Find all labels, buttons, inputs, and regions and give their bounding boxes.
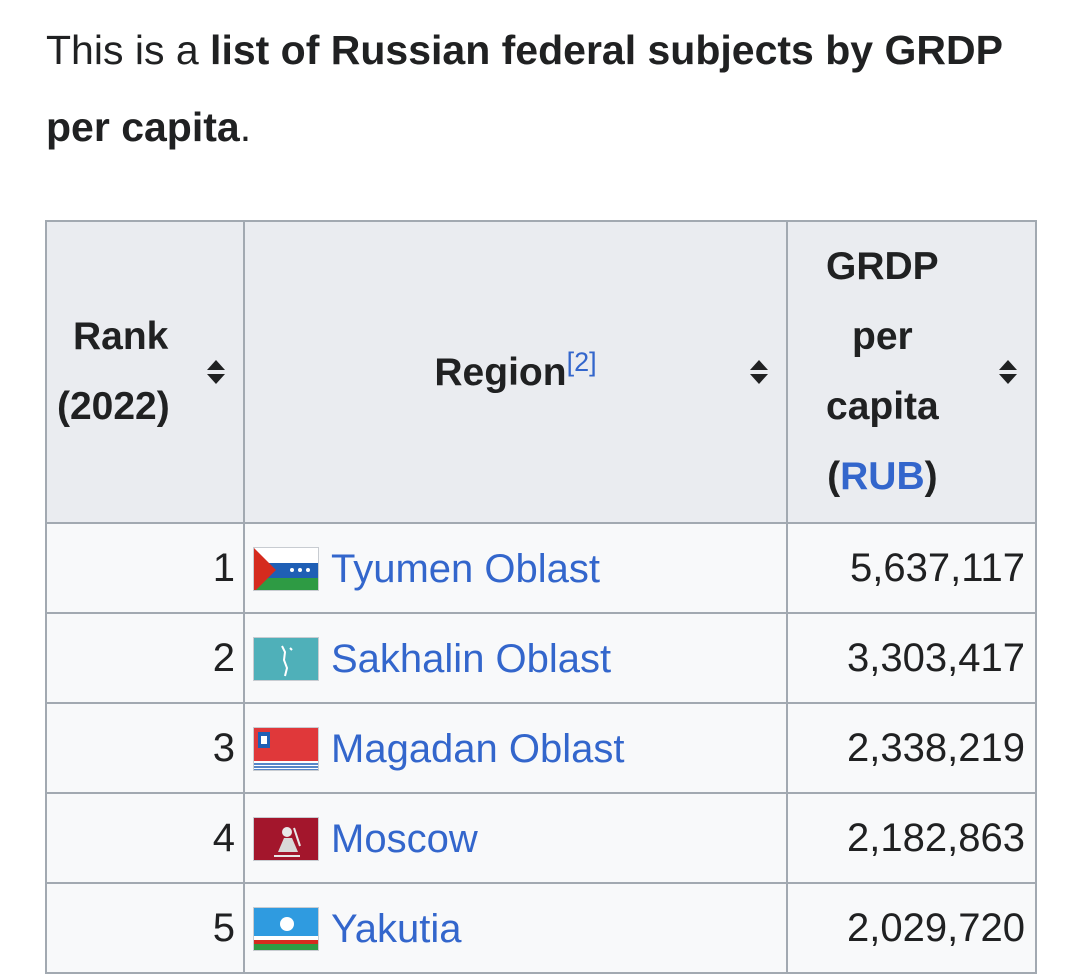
region-header-text: Region[2] [434, 338, 596, 408]
sort-icon[interactable] [748, 358, 770, 386]
rank-header-line2: (2022) [57, 385, 170, 428]
rank-header-line1: Rank [73, 315, 169, 358]
table-header-row: Rank (2022) Region[2] GRDP per capita (R… [45, 220, 1037, 524]
grdp-header-line1: GRDP [826, 245, 939, 288]
rub-link[interactable]: RUB [840, 455, 925, 498]
grdp-table: Rank (2022) Region[2] GRDP per capita (R… [45, 220, 1037, 974]
sakhalin-flag-icon[interactable] [253, 636, 319, 681]
region-header-reference[interactable]: [2] [566, 346, 597, 377]
region-cell: Yakutia [243, 882, 788, 974]
rank-column-header[interactable]: Rank (2022) [45, 220, 245, 524]
magadan-oblast-link[interactable]: Magadan Oblast [331, 726, 625, 771]
grdp-value-cell: 2,182,863 [786, 792, 1037, 884]
rank-cell: 2 [45, 612, 245, 704]
table-row: 1 Tyumen Oblast 5,637,117 [45, 522, 1037, 614]
grdp-table-wrapper: Rank (2022) Region[2] GRDP per capita (R… [45, 220, 1037, 974]
region-cell: Tyumen Oblast [243, 522, 788, 614]
grdp-header-open-paren: ( [827, 455, 841, 498]
region-column-header[interactable]: Region[2] [243, 220, 788, 524]
table-row: 5 Yakutia 2,029,720 [45, 882, 1037, 974]
sort-icon[interactable] [205, 358, 227, 386]
grdp-header-line3: capita [826, 385, 939, 428]
magadan-flag-icon[interactable] [253, 726, 319, 771]
intro-paragraph: This is a list of Russian federal subjec… [46, 12, 1046, 166]
yakutia-flag-icon[interactable] [253, 906, 319, 951]
sakhalin-oblast-link[interactable]: Sakhalin Oblast [331, 636, 612, 681]
rank-cell: 4 [45, 792, 245, 884]
grdp-value-cell: 3,303,417 [786, 612, 1037, 704]
tyumen-oblast-link[interactable]: Tyumen Oblast [331, 546, 601, 591]
table-row: 3 Magadan Oblast 2,338,219 [45, 702, 1037, 794]
sort-icon[interactable] [997, 358, 1019, 386]
table-row: 4 Moscow 2,182,863 [45, 792, 1037, 884]
tyumen-flag-icon[interactable] [253, 546, 319, 591]
rank-cell: 3 [45, 702, 245, 794]
grdp-value-cell: 2,029,720 [786, 882, 1037, 974]
grdp-value-cell: 5,637,117 [786, 522, 1037, 614]
grdp-header-text: GRDP per capita (RUB) [826, 232, 939, 512]
rank-cell: 5 [45, 882, 245, 974]
rank-cell: 1 [45, 522, 245, 614]
intro-prefix: This is a [46, 27, 211, 73]
moscow-link[interactable]: Moscow [331, 816, 478, 861]
grdp-header-line2: per [852, 315, 913, 358]
table-row: 2 Sakhalin Oblast 3,303,417 [45, 612, 1037, 704]
region-header-label: Region [434, 350, 567, 394]
region-cell: Magadan Oblast [243, 702, 788, 794]
moscow-flag-icon[interactable] [253, 816, 319, 861]
grdp-header-unit-line: (RUB) [826, 442, 939, 512]
grdp-value-cell: 2,338,219 [786, 702, 1037, 794]
region-cell: Moscow [243, 792, 788, 884]
intro-suffix: . [239, 104, 252, 150]
grdp-header-close-paren: ) [924, 455, 938, 498]
intro-bold-title: list of Russian federal subjects by GRDP… [46, 27, 1003, 150]
grdp-column-header[interactable]: GRDP per capita (RUB) [786, 220, 1037, 524]
region-cell: Sakhalin Oblast [243, 612, 788, 704]
yakutia-link[interactable]: Yakutia [331, 906, 462, 951]
rank-header-text: Rank (2022) [57, 302, 170, 442]
